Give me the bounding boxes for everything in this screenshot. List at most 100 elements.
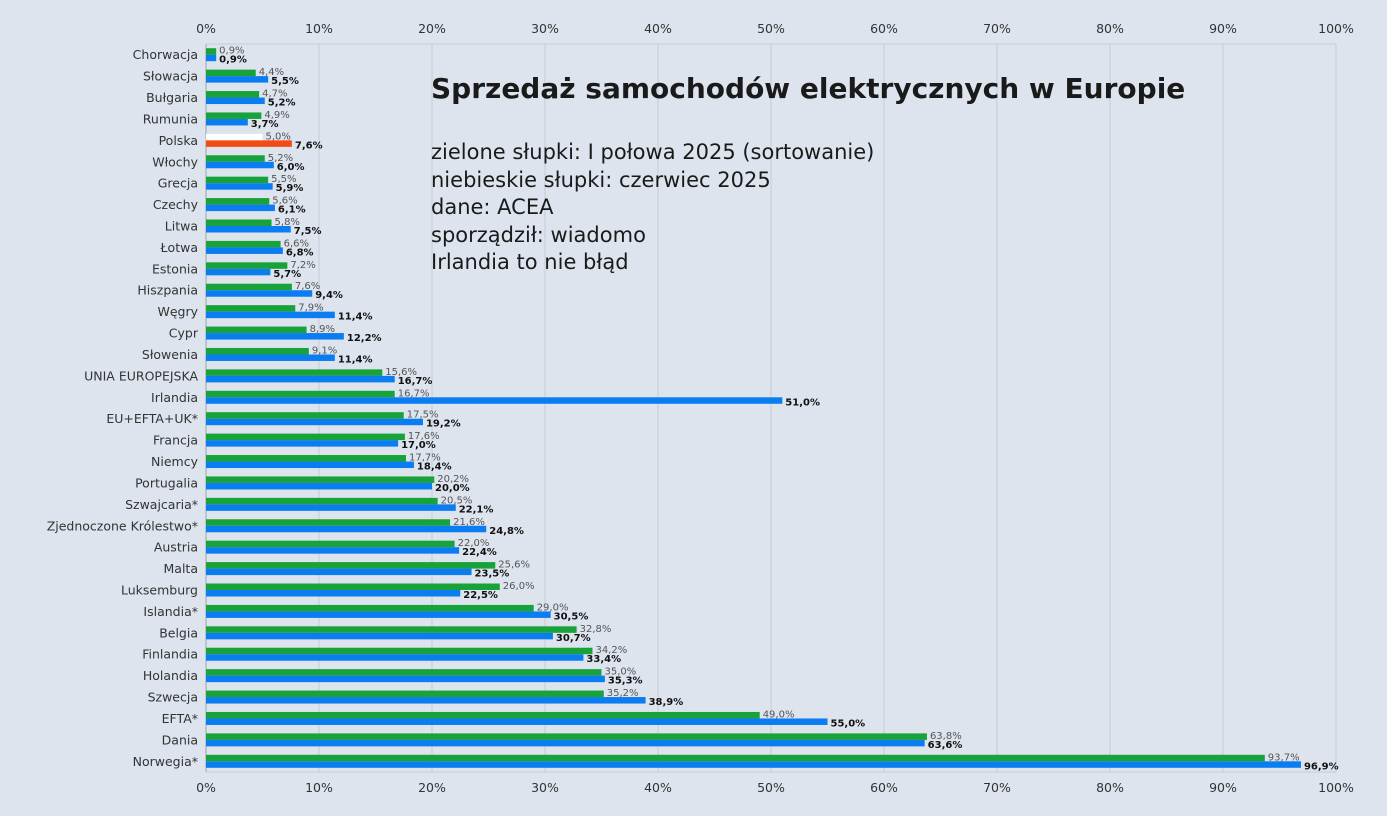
value-label-h1-2025: 25,6% <box>498 560 530 571</box>
bar-h1-2025 <box>206 669 602 676</box>
value-label-h1-2025: 17,6% <box>408 431 440 442</box>
value-label-h1-2025: 16,7% <box>398 388 430 399</box>
category-label: Hiszpania <box>137 283 198 298</box>
x-tick-label-bottom: 100% <box>1318 780 1354 795</box>
bar-june-2025 <box>206 504 456 511</box>
value-label-h1-2025: 35,2% <box>607 688 639 699</box>
bar-june-2025 <box>206 76 269 83</box>
value-label-h1-2025: 5,6% <box>272 196 297 207</box>
x-axis-bottom: 0% 10% 20% 30% 40% 50% 60% 70% 80% 90% 100% <box>196 780 1354 795</box>
category-label: Cypr <box>169 326 199 341</box>
bar-h1-2025 <box>206 262 288 269</box>
category-label: Łotwa <box>160 240 198 255</box>
value-label-june-2025: 5,9% <box>276 183 304 194</box>
x-tick-label-bottom: 0% <box>196 780 216 795</box>
bar-h1-2025 <box>206 433 405 441</box>
value-label-june-2025: 17,0% <box>401 440 436 451</box>
bar-h1-2025 <box>206 91 260 98</box>
x-tick-label-bottom: 60% <box>870 780 898 795</box>
value-label-june-2025: 18,4% <box>417 462 452 473</box>
x-tick-label-bottom: 30% <box>531 780 559 795</box>
x-tick-label-top: 20% <box>418 21 446 36</box>
category-label: Litwa <box>165 219 198 234</box>
bar-h1-2025 <box>206 497 438 505</box>
category-label: Estonia <box>152 261 198 276</box>
bar-h1-2025 <box>206 476 435 483</box>
bar-june-2025 <box>206 54 217 62</box>
value-label-june-2025: 23,5% <box>475 569 510 580</box>
category-label: Szwajcaria* <box>125 497 198 512</box>
bar-h1-2025 <box>206 240 281 248</box>
x-tick-label-bottom: 70% <box>983 780 1011 795</box>
note-source: dane: ACEA <box>431 195 554 219</box>
bar-june-2025 <box>206 654 584 661</box>
bar-june-2025 <box>206 354 335 361</box>
category-label: Zjednoczone Królestwo* <box>47 518 198 533</box>
value-label-h1-2025: 63,8% <box>930 731 962 742</box>
bar-h1-2025 <box>206 455 407 462</box>
value-label-june-2025: 3,7% <box>251 119 279 130</box>
value-label-h1-2025: 20,2% <box>437 474 469 485</box>
category-label: Słowacja <box>143 69 198 84</box>
value-label-h1-2025: 4,7% <box>262 89 287 100</box>
value-label-h1-2025: 20,5% <box>441 495 473 506</box>
bar-june-2025 <box>206 226 291 233</box>
bar-h1-2025 <box>206 176 269 184</box>
bar-june-2025 <box>206 632 553 640</box>
bars <box>206 48 1301 768</box>
value-label-june-2025: 30,5% <box>554 611 589 622</box>
bar-h1-2025 <box>206 283 292 291</box>
value-label-h1-2025: 17,7% <box>409 453 441 464</box>
value-label-june-2025: 30,7% <box>556 633 591 644</box>
bar-june-2025 <box>206 461 414 469</box>
bar-h1-2025 <box>206 711 760 719</box>
value-label-june-2025: 0,9% <box>219 55 247 66</box>
value-label-h1-2025: 34,2% <box>595 645 627 656</box>
category-label: Irlandia <box>151 390 198 405</box>
value-label-june-2025: 55,0% <box>831 718 866 729</box>
x-tick-label-top: 100% <box>1318 21 1354 36</box>
value-label-june-2025: 96,9% <box>1304 761 1339 772</box>
value-label-june-2025: 33,4% <box>586 654 621 665</box>
value-label-h1-2025: 5,2% <box>268 153 293 164</box>
bar-june-2025 <box>206 290 313 297</box>
category-label: UNIA EUROPEJSKA <box>84 368 198 383</box>
value-label-june-2025: 6,8% <box>286 247 314 258</box>
bar-june-2025 <box>206 333 344 340</box>
bar-june-2025 <box>206 547 460 554</box>
gridlines <box>205 43 1337 773</box>
value-label-h1-2025: 32,8% <box>580 624 612 635</box>
value-label-h1-2025: 5,8% <box>275 217 300 228</box>
value-label-june-2025: 7,6% <box>295 140 323 151</box>
value-label-h1-2025: 49,0% <box>763 709 795 720</box>
bar-june-2025 <box>206 568 472 576</box>
value-label-june-2025: 63,6% <box>928 740 963 751</box>
value-label-h1-2025: 26,0% <box>503 581 535 592</box>
category-label: Włochy <box>152 154 198 169</box>
bar-h1-2025 <box>206 198 270 205</box>
x-tick-label-top: 10% <box>305 21 333 36</box>
value-label-h1-2025: 22,0% <box>458 538 490 549</box>
bar-june-2025 <box>206 118 248 126</box>
value-label-june-2025: 38,9% <box>649 697 684 708</box>
category-label: Polska <box>159 133 198 148</box>
category-label: EU+EFTA+UK* <box>106 411 198 426</box>
category-label: Finlandia <box>142 647 198 662</box>
x-tick-label-bottom: 40% <box>644 780 672 795</box>
value-label-h1-2025: 4,4% <box>259 67 284 78</box>
category-label: Francja <box>153 433 198 448</box>
value-label-june-2025: 16,7% <box>398 376 433 387</box>
x-tick-label-top: 0% <box>196 21 216 36</box>
bar-h1-2025 <box>206 733 927 740</box>
value-label-june-2025: 5,2% <box>268 98 296 109</box>
bar-june-2025 <box>206 247 283 254</box>
bar-h1-2025 <box>206 133 263 141</box>
value-label-june-2025: 22,5% <box>463 590 498 601</box>
bar-h1-2025 <box>206 540 455 548</box>
x-tick-label-bottom: 90% <box>1209 780 1237 795</box>
category-label: Islandia* <box>143 604 198 619</box>
value-label-june-2025: 11,4% <box>338 354 373 365</box>
category-label: Luksemburg <box>121 583 198 598</box>
bar-h1-2025 <box>206 562 496 569</box>
